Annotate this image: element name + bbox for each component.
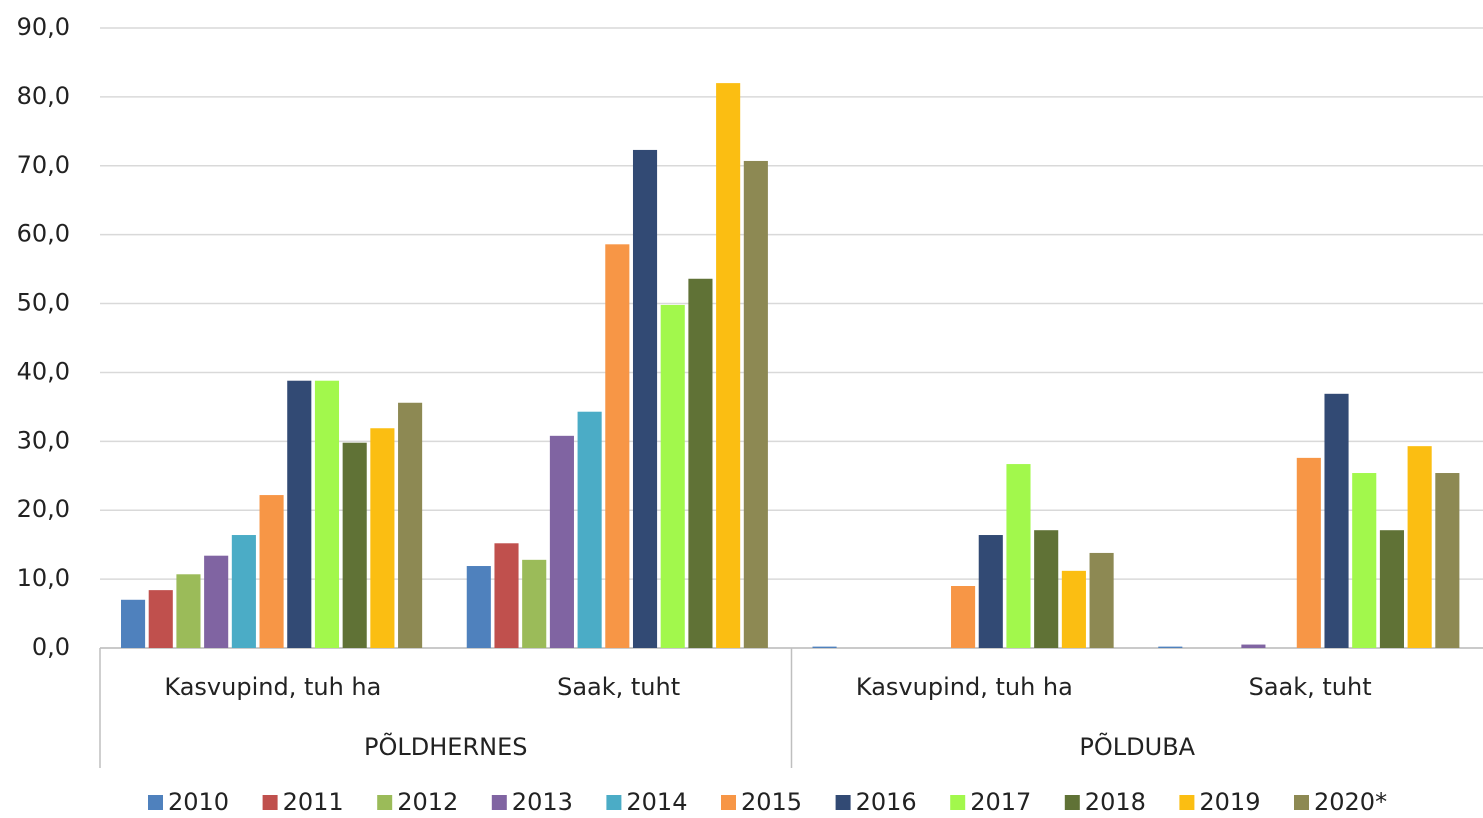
bar <box>148 590 173 648</box>
x-tick-label: Saak, tuht <box>1249 673 1372 701</box>
y-tick-label: 60,0 <box>17 220 70 248</box>
legend-swatch <box>262 795 278 810</box>
legend-swatch <box>721 795 736 810</box>
y-tick-label: 30,0 <box>17 426 70 454</box>
bar <box>1089 552 1114 648</box>
bar <box>204 555 229 648</box>
bar <box>1061 570 1086 648</box>
bar <box>121 599 146 648</box>
legend-swatch <box>148 795 163 810</box>
bar <box>1241 644 1266 648</box>
bar <box>314 380 340 648</box>
group-label: PÕLDHERNES <box>364 731 527 761</box>
legend-label: 2017 <box>970 788 1031 816</box>
legend-swatch <box>1179 795 1195 810</box>
bar <box>466 566 491 648</box>
bar <box>1407 446 1432 648</box>
bar <box>1158 646 1183 648</box>
legend-label: 2011 <box>283 788 344 816</box>
bar <box>743 160 768 648</box>
legend-label: 2010 <box>168 788 229 816</box>
legend-swatch <box>1064 795 1080 810</box>
bar <box>342 442 367 648</box>
bar <box>494 543 519 648</box>
x-tick-label: Kasvupind, tuh ha <box>164 673 381 701</box>
legend-label: 2018 <box>1085 788 1146 816</box>
bar <box>577 411 602 648</box>
bar <box>1006 464 1031 648</box>
bar <box>1324 393 1349 648</box>
bar <box>287 380 312 648</box>
legend-swatch <box>377 795 393 810</box>
group-label: PÕLDUBA <box>1079 731 1195 761</box>
bar <box>549 435 574 648</box>
y-tick-label: 50,0 <box>17 289 70 317</box>
legend-swatch <box>835 795 851 810</box>
bar <box>231 535 256 648</box>
bar <box>1435 473 1460 648</box>
legend-label: 2012 <box>397 788 458 816</box>
x-tick-label: Saak, tuht <box>557 673 680 701</box>
bar <box>632 149 658 648</box>
y-tick-label: 20,0 <box>17 495 70 523</box>
x-tick-label: Kasvupind, tuh ha <box>856 673 1073 701</box>
legend-label: 2016 <box>856 788 917 816</box>
bar <box>259 495 284 648</box>
bar <box>370 428 395 648</box>
bar <box>398 402 423 648</box>
bar <box>951 586 976 648</box>
legend-swatch <box>606 795 622 810</box>
y-tick-label: 80,0 <box>17 82 70 110</box>
bar <box>812 646 837 648</box>
legend-swatch <box>491 795 507 810</box>
bar <box>176 574 201 648</box>
legend-label: 2015 <box>741 788 802 816</box>
bar <box>605 244 630 649</box>
bar <box>978 535 1003 648</box>
y-tick-label: 0,0 <box>32 633 70 661</box>
y-tick-label: 40,0 <box>17 357 70 385</box>
legend-label: 2013 <box>512 788 573 816</box>
legend-label: 2014 <box>626 788 687 816</box>
bar <box>1034 530 1059 648</box>
legend-label: 2019 <box>1199 788 1260 816</box>
legend-swatch <box>1294 795 1309 810</box>
legend-label: 2020* <box>1314 788 1387 816</box>
bar <box>716 83 741 649</box>
y-tick-label: 10,0 <box>17 564 70 592</box>
bar <box>688 278 713 648</box>
bar <box>1352 473 1377 648</box>
bar <box>1296 457 1321 648</box>
bar <box>1379 530 1404 648</box>
legend-swatch <box>950 795 966 810</box>
y-tick-label: 70,0 <box>17 151 70 179</box>
bar <box>660 304 685 648</box>
y-tick-label: 90,0 <box>17 13 70 41</box>
bar <box>522 559 547 648</box>
